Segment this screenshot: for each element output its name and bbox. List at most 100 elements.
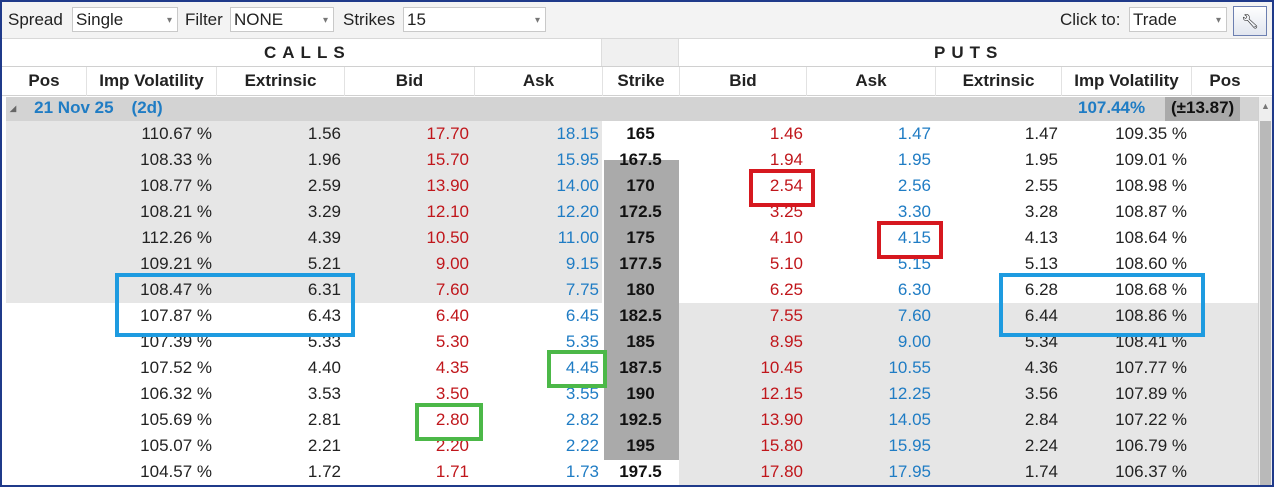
table-row[interactable]: 107.52 % 4.40 4.35 4.45 10.45 10.55 4.36 107.77… xyxy=(2,355,1258,381)
table-row[interactable]: 106.32 % 3.53 3.50 3.55 12.15 12.25 3.56 107.89… xyxy=(2,381,1258,407)
put-extrinsic-cell[interactable]: 3.56 xyxy=(1024,384,1058,403)
call-extrinsic-cell[interactable]: 6.43 xyxy=(307,306,341,325)
call-imp-volatility-cell[interactable]: 105.69 % xyxy=(140,410,212,429)
put-bid-cell[interactable]: 5.10 xyxy=(769,254,803,273)
put-ask-cell[interactable]: 9.00 xyxy=(897,332,931,351)
table-row[interactable]: 110.67 % 1.56 17.70 18.15 1.46 1.47 1.47 109.35… xyxy=(2,121,1258,147)
col-call-extrinsic[interactable]: Extrinsic xyxy=(216,67,344,96)
put-imp-volatility-cell[interactable]: 109.35 % xyxy=(1115,124,1187,143)
col-put-pos[interactable]: Pos xyxy=(1191,67,1258,96)
col-strike[interactable]: Strike xyxy=(602,67,679,96)
put-bid-cell[interactable]: 15.80 xyxy=(760,436,803,455)
table-row[interactable]: 105.07 % 2.21 2.20 2.22 15.80 15.95 2.24 106.79… xyxy=(2,433,1258,459)
call-imp-volatility-cell[interactable]: 112.26 % xyxy=(141,228,212,247)
call-ask-cell[interactable]: 6.45 xyxy=(565,306,599,325)
put-extrinsic-cell[interactable]: 6.44 xyxy=(1024,306,1058,325)
put-bid-cell[interactable]: 2.54 xyxy=(769,176,803,195)
put-ask-cell[interactable]: 12.25 xyxy=(888,384,931,403)
call-bid-cell[interactable]: 1.71 xyxy=(435,462,469,481)
put-bid-cell[interactable]: 6.25 xyxy=(769,280,803,299)
put-imp-volatility-cell[interactable]: 109.01 % xyxy=(1115,150,1187,169)
call-ask-cell[interactable]: 12.20 xyxy=(556,202,599,221)
put-ask-cell[interactable]: 2.56 xyxy=(897,176,931,195)
call-imp-volatility-cell[interactable]: 107.87 % xyxy=(140,306,212,325)
col-call-pos[interactable]: Pos xyxy=(28,71,60,90)
put-imp-volatility-cell[interactable]: 108.87 % xyxy=(1115,202,1187,221)
put-ask-cell[interactable]: 1.95 xyxy=(897,150,931,169)
strikes-select[interactable]: 15 ▾ xyxy=(403,7,546,32)
call-imp-volatility-cell[interactable]: 104.57 % xyxy=(140,462,212,481)
call-ask-cell[interactable]: 14.00 xyxy=(556,176,599,195)
call-extrinsic-cell[interactable]: 2.81 xyxy=(307,410,341,429)
expiry-row[interactable]: ◢ 21 Nov 25 (2d) 107.44% (±13.87) xyxy=(6,97,1258,121)
call-ask-cell[interactable]: 11.00 xyxy=(557,228,599,247)
call-imp-volatility-cell[interactable]: 108.21 % xyxy=(140,202,212,221)
put-extrinsic-cell[interactable]: 1.95 xyxy=(1024,150,1058,169)
scroll-up-icon[interactable]: ▲ xyxy=(1261,101,1270,111)
put-bid-cell[interactable]: 10.45 xyxy=(760,358,803,377)
call-ask-cell[interactable]: 15.95 xyxy=(556,150,599,169)
call-ask-cell[interactable]: 7.75 xyxy=(565,280,599,299)
call-extrinsic-cell[interactable]: 5.21 xyxy=(307,254,341,273)
put-bid-cell[interactable]: 17.80 xyxy=(760,462,803,481)
call-extrinsic-cell[interactable]: 3.29 xyxy=(307,202,341,221)
click-to-select[interactable]: Trade ▾ xyxy=(1129,7,1227,32)
call-ask-cell[interactable]: 2.82 xyxy=(565,410,599,429)
put-ask-cell[interactable]: 10.55 xyxy=(888,358,931,377)
put-ask-cell[interactable]: 14.05 xyxy=(888,410,931,429)
col-call-ask[interactable]: Ask xyxy=(474,67,602,96)
call-imp-volatility-cell[interactable]: 106.32 % xyxy=(140,384,212,403)
table-row[interactable]: 108.77 % 2.59 13.90 14.00 2.54 2.56 2.55 108.98… xyxy=(2,173,1258,199)
table-row[interactable]: 104.57 % 1.72 1.71 1.73 17.80 17.95 1.74 106.37… xyxy=(2,459,1258,485)
put-extrinsic-cell[interactable]: 6.28 xyxy=(1024,280,1058,299)
call-bid-cell[interactable]: 10.50 xyxy=(426,228,469,247)
call-imp-volatility-cell[interactable]: 107.52 % xyxy=(140,358,212,377)
call-bid-cell[interactable]: 7.60 xyxy=(435,280,469,299)
put-ask-cell[interactable]: 4.15 xyxy=(897,228,931,247)
put-bid-cell[interactable]: 13.90 xyxy=(760,410,803,429)
settings-button[interactable]: 🔧︎ xyxy=(1233,6,1267,36)
call-extrinsic-cell[interactable]: 2.21 xyxy=(307,436,341,455)
put-imp-volatility-cell[interactable]: 107.77 % xyxy=(1115,358,1187,377)
put-extrinsic-cell[interactable]: 2.24 xyxy=(1024,436,1058,455)
put-ask-cell[interactable]: 15.95 xyxy=(888,436,931,455)
col-put-ask[interactable]: Ask xyxy=(806,67,935,96)
col-call-imp-volatility[interactable]: Imp Volatility xyxy=(86,67,216,96)
call-ask-cell[interactable]: 4.45 xyxy=(565,358,599,377)
put-imp-volatility-cell[interactable]: 108.60 % xyxy=(1115,254,1187,273)
call-bid-cell[interactable]: 4.35 xyxy=(435,358,469,377)
table-row[interactable]: 107.87 % 6.43 6.40 6.45 7.55 7.60 6.44 108.86 %… xyxy=(2,303,1258,329)
call-extrinsic-cell[interactable]: 6.31 xyxy=(307,280,341,299)
put-bid-cell[interactable]: 1.46 xyxy=(769,124,803,143)
put-bid-cell[interactable]: 12.15 xyxy=(760,384,803,403)
call-bid-cell[interactable]: 13.90 xyxy=(426,176,469,195)
call-ask-cell[interactable]: 18.15 xyxy=(556,124,599,143)
put-bid-cell[interactable]: 8.95 xyxy=(769,332,803,351)
table-row[interactable]: 108.21 % 3.29 12.10 12.20 3.25 3.30 3.28 108.87… xyxy=(2,199,1258,225)
put-extrinsic-cell[interactable]: 4.36 xyxy=(1024,358,1058,377)
call-bid-cell[interactable]: 9.00 xyxy=(435,254,469,273)
put-extrinsic-cell[interactable]: 4.13 xyxy=(1024,228,1058,247)
call-ask-cell[interactable]: 1.73 xyxy=(565,462,599,481)
call-ask-cell[interactable]: 9.15 xyxy=(565,254,599,273)
put-imp-volatility-cell[interactable]: 108.64 % xyxy=(1115,228,1187,247)
scrollbar-thumb[interactable] xyxy=(1260,121,1271,485)
call-imp-volatility-cell[interactable]: 109.21 % xyxy=(140,254,212,273)
call-imp-volatility-cell[interactable]: 108.47 % xyxy=(140,280,212,299)
call-ask-cell[interactable]: 5.35 xyxy=(565,332,599,351)
table-row[interactable]: 108.33 % 1.96 15.70 15.95 1.94 1.95 1.95 109.01… xyxy=(2,147,1258,173)
call-extrinsic-cell[interactable]: 4.40 xyxy=(307,358,341,377)
put-extrinsic-cell[interactable]: 2.84 xyxy=(1024,410,1058,429)
call-bid-cell[interactable]: 6.40 xyxy=(435,306,469,325)
put-bid-cell[interactable]: 1.94 xyxy=(769,150,803,169)
call-ask-cell[interactable]: 2.22 xyxy=(565,436,599,455)
table-row[interactable]: 112.26 % 4.39 10.50 11.00 4.10 4.15 4.13 108.64… xyxy=(2,225,1258,251)
call-imp-volatility-cell[interactable]: 110.67 % xyxy=(141,124,212,143)
put-ask-cell[interactable]: 17.95 xyxy=(888,462,931,481)
put-extrinsic-cell[interactable]: 3.28 xyxy=(1024,202,1058,221)
call-bid-cell[interactable]: 2.80 xyxy=(435,410,469,429)
table-row[interactable]: 109.21 % 5.21 9.00 9.15 5.10 5.15 5.13 108.60 %… xyxy=(2,251,1258,277)
table-row[interactable]: 108.47 % 6.31 7.60 7.75 6.25 6.30 6.28 108.68 %… xyxy=(2,277,1258,303)
put-ask-cell[interactable]: 3.30 xyxy=(897,202,931,221)
call-extrinsic-cell[interactable]: 1.56 xyxy=(307,124,341,143)
